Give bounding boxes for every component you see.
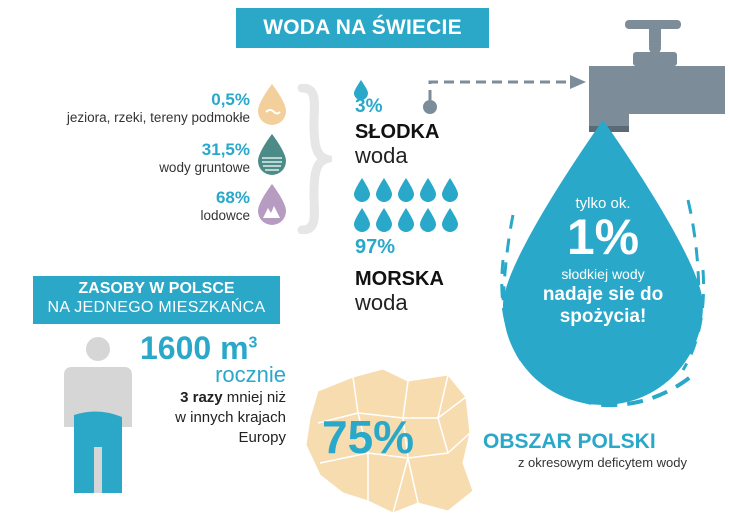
big-drop-icon [500, 120, 706, 408]
drop-line1: tylko ok. [575, 195, 631, 212]
resources-subtitle: NA JEDNEGO MIESZKAŃCA [47, 299, 266, 316]
sea-percent: 97% [355, 236, 396, 258]
breakdown-label: wody gruntowe [159, 160, 250, 175]
resources-box: ZASOBY W POLSCE NA JEDNEGO MIESZKAŃCA [33, 276, 280, 324]
sea-drop-icon [376, 178, 392, 202]
sea-drop-icon [354, 178, 370, 202]
fresh-label: SŁODKA [355, 121, 440, 143]
breakdown-row-glaciers: 68% lodowce [40, 188, 250, 223]
glacier-drop-icon [258, 184, 286, 225]
poland-heading: OBSZAR POLSKI [483, 430, 656, 453]
dashed-arrow [423, 75, 586, 114]
breakdown-percent: 31,5% [201, 140, 250, 159]
breakdown-icons [258, 84, 286, 225]
breakdown-percent: 0,5% [211, 90, 250, 109]
fresh-word: woda [355, 143, 408, 168]
fresh-drop-icon [354, 80, 368, 100]
person-icon [64, 337, 132, 493]
sea-drop-icon [398, 178, 414, 202]
brace-icon [297, 84, 332, 234]
resources-amount-unit: 3 [248, 334, 258, 352]
drop-line4: spożycia! [559, 306, 647, 327]
breakdown-label: lodowce [200, 208, 250, 223]
resources-rocznie: rocznie [215, 362, 286, 387]
sea-drop-icon [354, 208, 370, 232]
sea-label: MORSKA [355, 268, 444, 290]
sea-drop-icon [420, 178, 436, 202]
big-drop-text: tylko ok. 1% słodkiej wody nadaje sie do… [515, 195, 691, 328]
breakdown-row-groundwater: 31,5% wody gruntowe [40, 140, 250, 175]
resources-comparison: 3 razy mniej niż w innych krajach Europy [140, 388, 286, 448]
drop-big-percent: 1% [566, 209, 640, 265]
groundwater-drop-icon [258, 134, 286, 175]
resources-less: mniej niż [222, 389, 286, 406]
sea-drop-icon [420, 208, 436, 232]
breakdown-percent: 68% [215, 188, 250, 207]
poland-sub: z okresowym deficytem wody [517, 455, 687, 470]
drop-line2: słodkiej wody [561, 266, 645, 282]
resources-amount-value: 1600 m [140, 330, 249, 366]
lake-drop-icon [258, 84, 286, 125]
resources-amount: 1600 m3 [140, 330, 257, 367]
sea-drops-grid [354, 178, 458, 232]
breakdown-row-lakes: 0,5% jeziora, rzeki, tereny podmokłe [40, 90, 250, 125]
sea-word: woda [355, 290, 408, 315]
resources-times: 3 razy [180, 389, 223, 406]
breakdown-label: jeziora, rzeki, tereny podmokłe [66, 110, 250, 125]
poland-map-icon [305, 368, 474, 514]
fresh-percent: 3% [355, 96, 383, 117]
faucet-icon [589, 20, 725, 132]
resources-line2: w innych krajach [175, 409, 286, 426]
resources-title: ZASOBY W POLSCE [78, 280, 235, 297]
sea-drop-icon [376, 208, 392, 232]
resources-line3: Europy [238, 429, 286, 446]
sea-drop-icon [398, 208, 414, 232]
sea-drop-icon [442, 208, 458, 232]
drop-line3: nadaje sie do [542, 284, 664, 305]
sea-drop-icon [442, 178, 458, 202]
page-title: WODA NA ŚWIECIE [236, 8, 489, 48]
poland-percent: 75% [322, 411, 415, 463]
